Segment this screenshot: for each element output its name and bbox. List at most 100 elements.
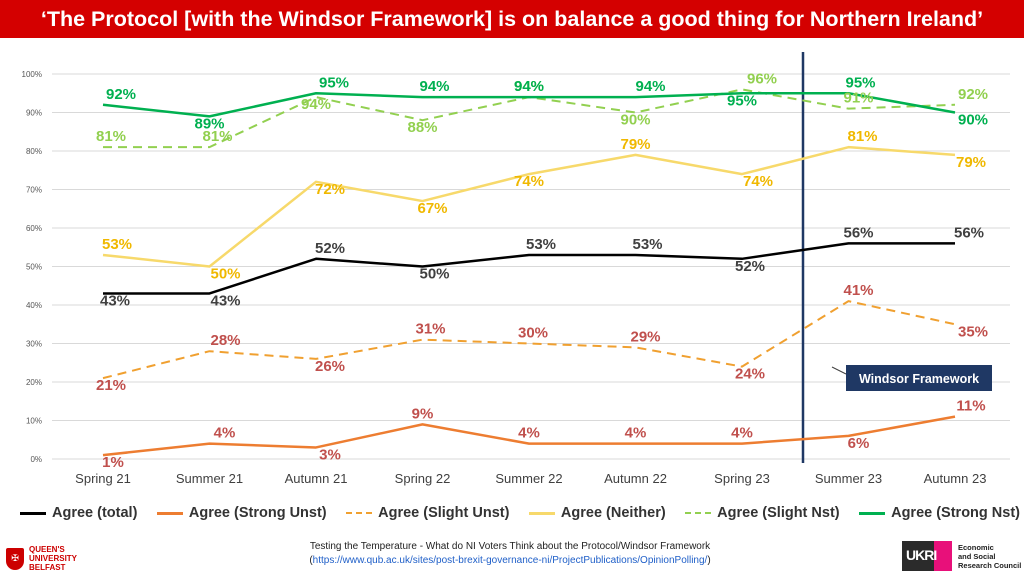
data-label: 30% [518, 325, 548, 342]
data-label: 94% [514, 78, 544, 95]
x-tick-label: Spring 23 [714, 471, 770, 486]
data-label: 35% [958, 323, 988, 340]
data-label: 4% [625, 425, 647, 442]
data-label: 95% [845, 74, 875, 91]
legend-item: Agree (Strong Unst) [156, 505, 327, 521]
legend-item: Agree (Neither) [528, 505, 666, 521]
x-tick-label: Spring 22 [395, 471, 451, 486]
logo-text: UNIVERSITY [29, 554, 78, 563]
chart-legend: Agree (total) Agree (Strong Unst) Agree (S… [20, 500, 1020, 526]
y-tick-label: 90% [26, 109, 42, 118]
data-label: 3% [319, 446, 341, 463]
data-label: 94% [514, 78, 544, 95]
y-tick-label: 10% [26, 417, 42, 426]
data-label: 79% [956, 154, 986, 171]
crest-icon: ✠ [6, 547, 24, 570]
data-label: 53% [102, 236, 132, 253]
legend-label: Agree (total) [52, 505, 138, 521]
x-tick-label: Summer 22 [495, 471, 562, 486]
y-tick-label: 70% [26, 186, 42, 195]
data-label: 94% [301, 96, 331, 113]
data-label: 50% [419, 266, 449, 283]
legend-label: Agree (Neither) [560, 505, 666, 521]
annotation-box [846, 365, 992, 391]
data-label: 95% [319, 74, 349, 91]
data-label: 88% [407, 119, 437, 136]
data-label: 53% [632, 236, 662, 253]
legend-swatch [685, 512, 712, 514]
legend-swatch [156, 511, 183, 515]
line-chart: 0% 10% 20% 30% 40% 50% 60% 70% 80% 90% 100% Spring … [22, 52, 1010, 486]
data-label: 74% [743, 173, 773, 190]
data-label: 11% [956, 398, 985, 415]
data-label: 74% [514, 173, 544, 190]
y-tick-label: 30% [26, 340, 42, 349]
series-line-agree-neither [102, 145, 956, 268]
legend-label: Agree (Slight Nst) [717, 505, 840, 521]
legend-swatch [346, 512, 373, 514]
data-label: 52% [735, 258, 765, 275]
data-label: 81% [847, 128, 877, 145]
series-line-agree-strong-unst [102, 415, 956, 457]
legend-swatch [528, 511, 555, 515]
data-label: 89% [194, 115, 224, 132]
data-label: 28% [210, 332, 240, 349]
chart-title: ‘The Protocol [with the Windsor Framewor… [40, 6, 984, 31]
data-label: 43% [210, 292, 240, 309]
legend-swatch [20, 511, 46, 515]
data-label: 90% [620, 112, 650, 129]
data-label: 81% [96, 128, 126, 145]
x-tick-label: Summer 21 [176, 471, 243, 486]
y-tick-label: 100% [22, 70, 42, 79]
data-label: 90% [958, 112, 988, 129]
data-label: 56% [843, 224, 873, 241]
data-label: 91% [843, 90, 873, 107]
data-label: 21% [96, 377, 126, 394]
annotation-pointer [831, 366, 847, 375]
data-label: 81% [202, 128, 232, 145]
data-label: 53% [526, 236, 556, 253]
data-label: 9% [412, 405, 434, 422]
ukri-esrc-logo: UKRI Economic and Social Research Counci… [902, 541, 1021, 571]
data-label: 29% [630, 328, 660, 345]
data-label: 94% [635, 78, 665, 95]
x-tick-label: Autumn 22 [604, 471, 667, 486]
logo-text: and Social [958, 551, 996, 561]
data-label: 95% [727, 92, 757, 109]
legend-label: Agree (Strong Unst) [188, 505, 327, 521]
y-tick-label: 80% [26, 147, 42, 156]
data-label: 4% [214, 425, 236, 442]
footer-source: (https://www.qub.ac.uk/sites/post-brexit… [309, 555, 711, 566]
y-tick-label: 60% [26, 224, 42, 233]
legend-label: Agree (Slight Unst) [378, 505, 510, 521]
legend-label: Agree (Strong Nst) [891, 505, 1020, 521]
data-label: 50% [210, 266, 240, 283]
data-label: 52% [315, 240, 345, 257]
footer-caption: Testing the Temperature - What do NI Vot… [309, 541, 711, 552]
y-tick-label: 40% [26, 301, 42, 310]
legend-item: Agree (Strong Nst) [859, 505, 1020, 521]
data-label: 6% [848, 435, 870, 452]
legend-item: Agree (Slight Unst) [346, 505, 509, 521]
data-label: 79% [620, 136, 650, 153]
x-tick-label: Autumn 23 [924, 471, 987, 486]
x-tick-label: Autumn 21 [285, 471, 348, 486]
x-tick-label: Spring 21 [75, 471, 131, 486]
footer: Testing the Temperature - What do NI Vot… [230, 540, 790, 568]
series-line-agree-strong-nst [102, 92, 956, 118]
data-label: 72% [315, 181, 345, 198]
title-bar: ‘The Protocol [with the Windsor Framewor… [0, 0, 1024, 38]
logo-text: BELFAST [29, 563, 66, 572]
data-label: 67% [417, 200, 447, 217]
y-tick-label: 0% [30, 455, 42, 464]
legend-item: Agree (total) [20, 505, 137, 521]
y-tick-label: 20% [26, 378, 42, 387]
legend-item: Agree (Slight Nst) [685, 505, 840, 521]
data-label: 4% [731, 425, 753, 442]
series-line-agree-total [103, 242, 955, 295]
logo-text: QUEEN'S [29, 545, 65, 554]
data-label: 92% [106, 86, 136, 103]
y-tick-label: 50% [26, 263, 42, 272]
legend-swatch [859, 511, 886, 515]
source-link[interactable]: https://www.qub.ac.uk/sites/post-brexit-… [312, 555, 708, 566]
